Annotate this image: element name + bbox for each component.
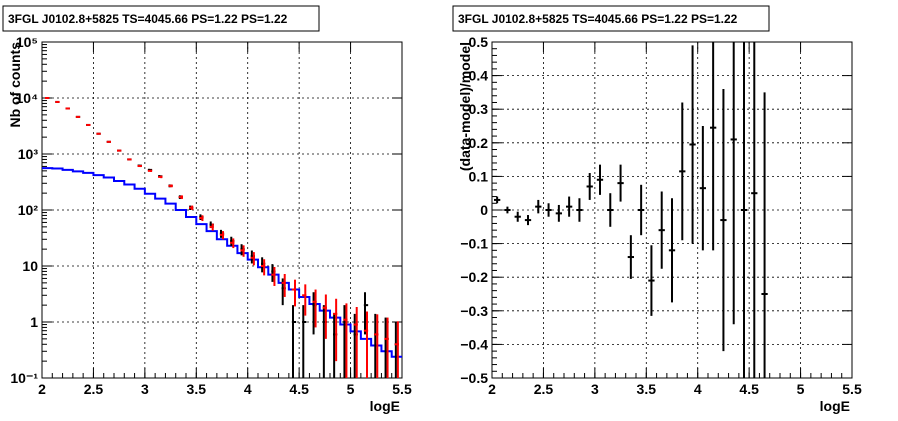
x-tick-label: 4.5 bbox=[289, 381, 309, 397]
y-tick-label: 0.5 bbox=[469, 34, 489, 50]
x-tick-label: 5 bbox=[797, 381, 805, 397]
y-tick-label: 0.1 bbox=[469, 168, 489, 184]
y-tick-label: 10⁻¹ bbox=[10, 370, 38, 386]
y-axis-label: (data-model)/model bbox=[457, 42, 473, 171]
y-tick-label: −0.4 bbox=[460, 336, 488, 352]
x-axis-label: logE bbox=[370, 398, 400, 414]
x-tick-label: 3 bbox=[141, 381, 149, 397]
x-tick-label: 2 bbox=[488, 381, 496, 397]
y-tick-label: −0.3 bbox=[460, 303, 488, 319]
y-axis-label: Nb of counts bbox=[7, 42, 23, 128]
y-tick-label: 10⁴ bbox=[16, 90, 39, 106]
chart-title: 3FGL J0102.8+5825 TS=4045.66 PS=1.22 PS=… bbox=[458, 12, 738, 26]
y-tick-label: 0.4 bbox=[469, 68, 489, 84]
x-tick-label: 2.5 bbox=[534, 381, 554, 397]
y-tick-label: −0.1 bbox=[460, 236, 488, 252]
title-box bbox=[452, 5, 770, 32]
x-tick-label: 3.5 bbox=[637, 381, 657, 397]
residuals-panel: 2 2.5 3 3.5 4 4.5 5 5.5 −0.5 −0.4 −0.3 −0.2 −0.1 0 0.1… bbox=[452, 5, 862, 414]
x-tick-label: 4 bbox=[694, 381, 702, 397]
x-tick-label: 3 bbox=[591, 381, 599, 397]
title-box bbox=[2, 5, 320, 32]
y-tick-label: 0.3 bbox=[469, 101, 489, 117]
x-tick-label: 4.5 bbox=[739, 381, 759, 397]
y-tick-label: 1 bbox=[30, 314, 38, 330]
x-tick-label: 5 bbox=[347, 381, 355, 397]
x-tick-label: 4 bbox=[244, 381, 252, 397]
chart-title: 3FGL J0102.8+5825 TS=4045.66 PS=1.22 PS=… bbox=[8, 12, 288, 26]
y-tick-label: 0.2 bbox=[469, 135, 489, 151]
y-tick-label: 10² bbox=[18, 202, 39, 218]
y-tick-label: 0 bbox=[480, 202, 488, 218]
y-tick-label: 10³ bbox=[18, 146, 39, 162]
x-tick-label: 5.5 bbox=[842, 381, 862, 397]
y-tick-label: 10⁵ bbox=[16, 34, 38, 50]
x-tick-label: 2.5 bbox=[84, 381, 104, 397]
y-tick-label: −0.5 bbox=[460, 370, 488, 386]
y-tick-label: −0.2 bbox=[460, 269, 488, 285]
x-tick-label: 2 bbox=[38, 381, 46, 397]
y-tick-label: 10 bbox=[22, 258, 38, 274]
x-tick-label: 3.5 bbox=[187, 381, 207, 397]
x-axis-label: logE bbox=[820, 398, 850, 414]
x-tick-label: 5.5 bbox=[392, 381, 412, 397]
counts-panel: 2 2.5 3 3.5 4 4.5 5 5.5 10⁻¹ 1 10 10² 10³ 10⁴ 10⁵ logE N… bbox=[2, 5, 412, 414]
